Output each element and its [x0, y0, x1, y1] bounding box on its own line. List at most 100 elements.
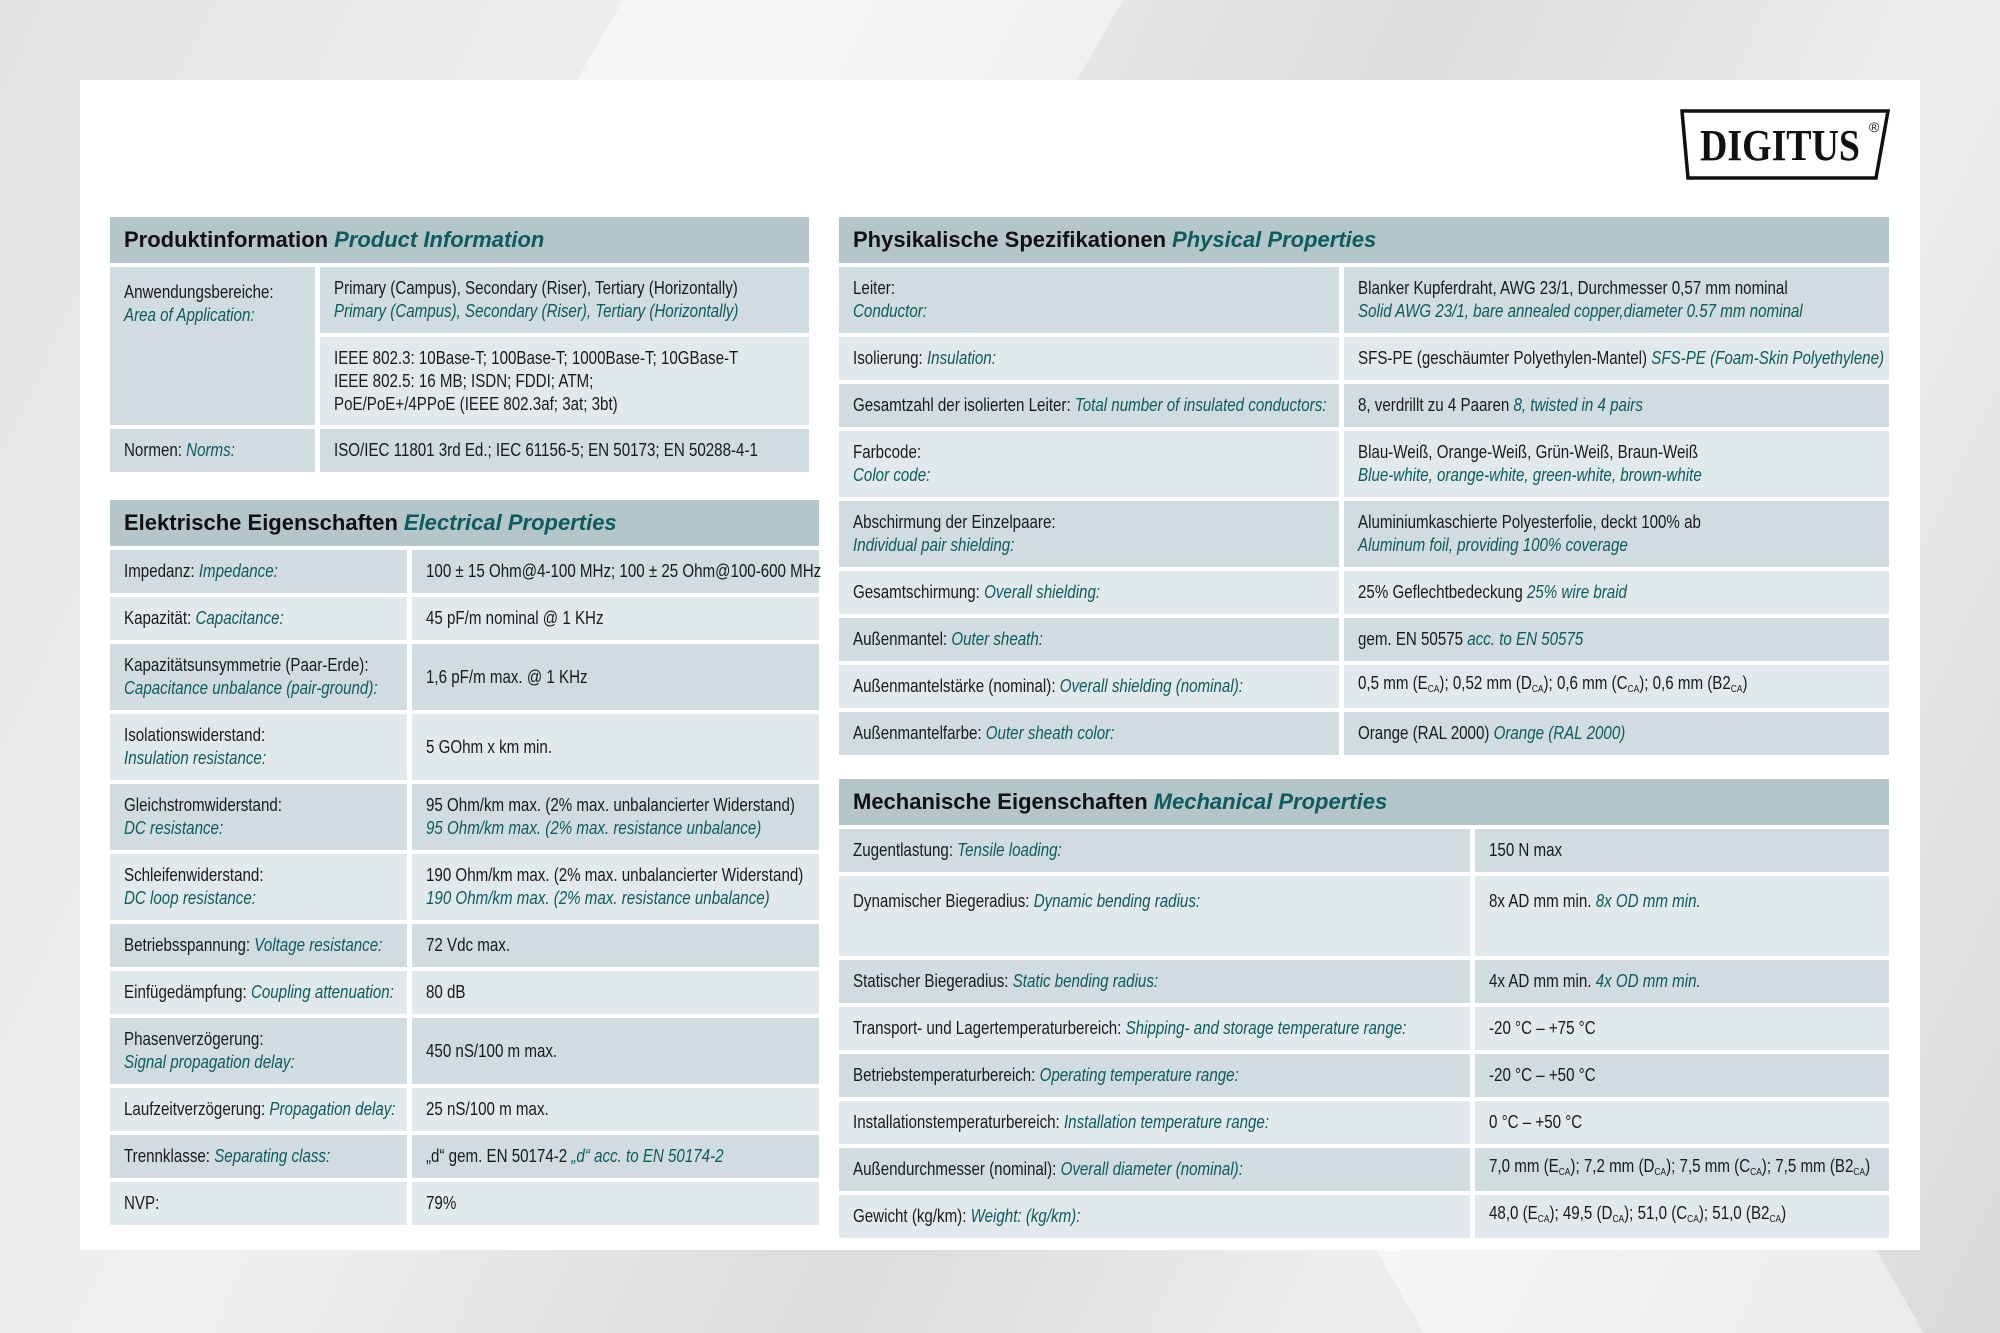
german-text: Orange (RAL 2000) — [1358, 723, 1494, 743]
german-text: ) — [1742, 673, 1748, 693]
text-line: Außenmantelstärke (nominal): Overall shi… — [853, 675, 1261, 698]
english-text: Insulation resistance: — [124, 748, 267, 768]
subscript: CA — [1750, 1167, 1762, 1178]
row-value: 8x AD mm min. 8x OD mm min. — [1475, 876, 1889, 956]
german-text: ) — [1865, 1156, 1871, 1176]
text-line: 72 Vdc max. — [426, 934, 756, 957]
german-text: Primary (Campus), Secondary (Riser), Ter… — [334, 278, 738, 298]
registered-mark: ® — [1869, 119, 1880, 135]
row-value: 150 N max — [1475, 829, 1889, 872]
german-text: 100 ± 15 Ohm@4-100 MHz; 100 ± 25 Ohm@100… — [426, 561, 822, 581]
german-text: Farbcode: — [853, 442, 922, 462]
german-text: 48,0 (E — [1489, 1203, 1538, 1223]
text-line: 95 Ohm/km max. (2% max. unbalancierter W… — [426, 794, 795, 817]
electrical-properties-section: Elektrische Eigenschaften Electrical Prop… — [110, 500, 822, 1225]
text-line: 0,5 mm (ECA); 0,52 mm (DCA); 0,6 mm (CCA… — [1358, 672, 1804, 701]
text-line: Betriebsspannung: Voltage resistance: — [124, 934, 382, 957]
english-text: Insulation: — [926, 348, 996, 368]
english-text: Voltage resistance: — [254, 935, 383, 955]
german-text: Phasenverzögerung: — [124, 1029, 264, 1049]
row-value: 72 Vdc max. — [412, 924, 819, 967]
german-text: Isolierung: — [853, 348, 927, 368]
text-line: PoE/PoE+/4PPoE (IEEE 802.3af; 3at; 3bt) — [334, 393, 733, 416]
subscript: CA — [1654, 1167, 1667, 1178]
english-text: Conductor: — [853, 301, 927, 321]
row-value: „d“ gem. EN 50174-2 „d“ acc. to EN 50174… — [412, 1135, 819, 1178]
german-text: gem. EN 50575 — [1358, 629, 1468, 649]
english-text: Static bending radius: — [1012, 971, 1159, 991]
german-text: Leiter: — [853, 278, 896, 298]
text-line: IEEE 802.3: 10Base-T; 100Base-T; 1000Bas… — [334, 347, 738, 370]
row-label: Laufzeitverzögerung: Propagation delay: — [110, 1088, 407, 1131]
section-title-en: Mechanical Properties — [1153, 789, 1388, 814]
text-line: Gesamtzahl der isolierten Leiter: Total … — [853, 394, 1326, 417]
row-value: 80 dB — [412, 971, 819, 1014]
row-value: Aluminiumkaschierte Polyesterfolie, deck… — [1344, 501, 1889, 567]
row-value: 4x AD mm min. 4x OD mm min. — [1475, 960, 1889, 1003]
row-label: Gleichstromwiderstand: DC resistance: — [110, 784, 407, 850]
german-text: Isolationswiderstand: — [124, 725, 266, 745]
german-text: 72 Vdc max. — [426, 935, 511, 955]
text-line: Statischer Biegeradius: Static bending r… — [853, 970, 1371, 993]
row-value: 7,0 mm (ECA); 7,2 mm (DCA); 7,5 mm (CCA)… — [1475, 1148, 1889, 1191]
german-text: Anwendungsbereiche: — [124, 282, 274, 302]
german-text: 0 °C – +50 °C — [1489, 1112, 1583, 1132]
text-line: 7,0 mm (ECA); 7,2 mm (DCA); 7,5 mm (CCA)… — [1489, 1155, 1870, 1184]
text-line: ISO/IEC 11801 3rd Ed.; IEC 61156-5; EN 5… — [334, 439, 758, 462]
row-value: IEEE 802.3: 10Base-T; 100Base-T; 1000Bas… — [320, 337, 809, 425]
text-line: Außenmantelfarbe: Outer sheath color: — [853, 722, 1261, 745]
text-line: 8x AD mm min. 8x OD mm min. — [1489, 890, 1825, 913]
row-value: 100 ± 15 Ohm@4-100 MHz; 100 ± 25 Ohm@100… — [412, 550, 822, 593]
subscript: CA — [1730, 684, 1743, 695]
text-line: Außenmantel: Outer sheath: — [853, 628, 1261, 651]
german-text: Kapazität: — [124, 608, 196, 628]
german-text: 79% — [426, 1193, 457, 1213]
english-text: Weight: (kg/km): — [970, 1206, 1081, 1226]
german-text: Normen: — [124, 440, 187, 460]
text-line: Dynamischer Biegeradius: Dynamic bending… — [853, 890, 1371, 913]
english-text: 95 Ohm/km max. (2% max. resistance unbal… — [426, 818, 762, 838]
text-line: Gewicht (kg/km): Weight: (kg/km): — [853, 1205, 1371, 1228]
text-line: 45 pF/m nominal @ 1 KHz — [426, 607, 756, 630]
english-text: acc. to EN 50575 — [1467, 629, 1584, 649]
english-text: Solid AWG 23/1, bare annealed copper,dia… — [1358, 301, 1803, 321]
text-line: Impedanz: Impedance: — [124, 560, 362, 583]
german-text: 150 N max — [1489, 840, 1563, 860]
text-line: 25 nS/100 m max. — [426, 1098, 756, 1121]
english-text: Tensile loading: — [957, 840, 1062, 860]
row-label: Transport- und Lagertemperaturbereich: S… — [839, 1007, 1470, 1050]
english-text: 8x OD mm min. — [1595, 891, 1701, 911]
english-text: Aluminum foil, providing 100% coverage — [1358, 535, 1628, 555]
german-text: 1,6 pF/m max. @ 1 KHz — [426, 666, 588, 687]
text-line: 25% Geflechtbedeckung 25% wire braid — [1358, 581, 1804, 604]
german-text: Schleifenwiderstand: — [124, 865, 264, 885]
text-line: Schleifenwiderstand: — [124, 864, 362, 887]
english-text: SFS-PE (Foam-Skin Polyethylene) — [1651, 348, 1885, 368]
row-value: 45 pF/m nominal @ 1 KHz — [412, 597, 819, 640]
text-line: Laufzeitverzögerung: Propagation delay: — [124, 1098, 396, 1121]
subscript: CA — [1531, 684, 1544, 695]
text-line: IEEE 802.5: 16 MB; ISDN; FDDI; ATM; — [334, 370, 733, 393]
text-line: Kapazität: Capacitance: — [124, 607, 362, 630]
row-value: SFS-PE (geschäumter Polyethylen-Mantel) … — [1344, 337, 1889, 380]
german-text: Trennklasse: — [124, 1146, 215, 1166]
english-text: 8, twisted in 4 pairs — [1513, 395, 1643, 415]
text-line: Area of Application: — [124, 304, 284, 327]
row-value: 25% Geflechtbedeckung 25% wire braid — [1344, 571, 1889, 614]
text-line: Solid AWG 23/1, bare annealed copper,dia… — [1358, 300, 1804, 323]
german-text: 95 Ohm/km max. (2% max. unbalancierter W… — [426, 795, 795, 815]
row-value: 0 °C – +50 °C — [1475, 1101, 1889, 1144]
german-text: Blanker Kupferdraht, AWG 23/1, Durchmess… — [1358, 278, 1788, 298]
subscript: CA — [1687, 1214, 1699, 1225]
german-text: Gleichstromwiderstand: — [124, 795, 282, 815]
german-text: Laufzeitverzögerung: — [124, 1099, 270, 1119]
english-text: 25% wire braid — [1526, 582, 1627, 602]
english-text: Shipping- and storage temperature range: — [1125, 1018, 1407, 1038]
row-label: Trennklasse: Separating class: — [110, 1135, 407, 1178]
english-text: Propagation delay: — [269, 1099, 396, 1119]
text-line: Blue-white, orange-white, green-white, b… — [1358, 464, 1804, 487]
english-text: Individual pair shielding: — [853, 535, 1015, 555]
text-line: 80 dB — [426, 981, 756, 1004]
german-text: ); 51,0 (B2 — [1698, 1203, 1770, 1223]
subscript: CA — [1853, 1167, 1866, 1178]
